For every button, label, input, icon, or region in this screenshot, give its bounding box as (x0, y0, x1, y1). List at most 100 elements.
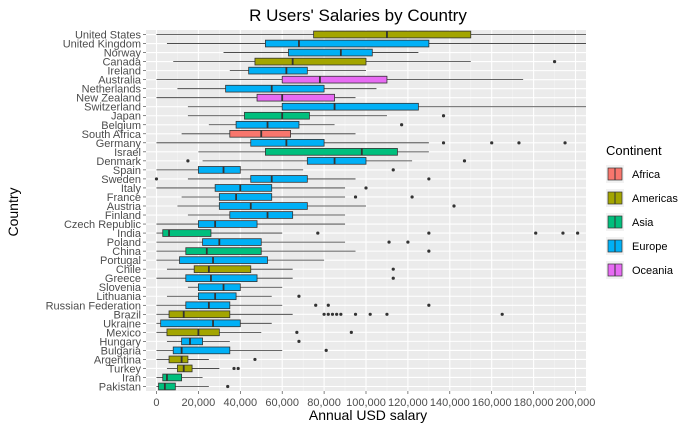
y-tick-label: Turkey (108, 363, 142, 375)
outlier-point (400, 123, 404, 127)
outlier-point (186, 159, 190, 163)
outlier-point (441, 114, 446, 118)
outlier-point (552, 59, 557, 64)
box-iqr (244, 111, 310, 120)
box-belgium (208, 120, 404, 129)
x-tick-label: 40,000 (223, 397, 257, 409)
y-tick-label: Italy (121, 183, 142, 195)
y-tick-label: Russian Federation (46, 300, 141, 312)
outlier-point (295, 330, 299, 334)
legend-label: Africa (632, 169, 661, 181)
box-portugal (156, 256, 325, 264)
x-tick-label: 180,000 (514, 397, 554, 409)
box-iqr (162, 373, 183, 382)
y-tick-label: Australia (98, 75, 142, 87)
box-iqr (225, 84, 325, 93)
outlier-point (427, 249, 431, 253)
x-tick-label: 120,000 (388, 397, 428, 409)
box-iqr (177, 364, 193, 373)
box-iqr (197, 220, 258, 228)
box-iqr (168, 310, 231, 319)
box-israel (198, 148, 429, 156)
box-iqr (218, 193, 273, 201)
x-tick-labels: 0 20,000 40,000 60,000 80,000 100,000 120,000 1… (153, 391, 595, 409)
x-tick-label: 200,000 (556, 397, 596, 409)
outlier-point (391, 267, 395, 271)
outlier-point (353, 312, 358, 316)
y-tick-label: Lithuania (96, 291, 142, 303)
y-tick-label: Hungary (99, 336, 141, 348)
box-iqr (250, 139, 325, 147)
box-iqr (179, 256, 268, 264)
outlier-point (368, 312, 372, 316)
y-tick-label: Slovenia (99, 282, 142, 294)
box-united-states (156, 30, 586, 39)
y-tick-label: Ukraine (103, 318, 141, 330)
y-tick-label: Austria (107, 201, 142, 213)
box-iqr (229, 211, 294, 219)
outlier-point (322, 312, 326, 316)
legend-label: Americas (632, 193, 678, 205)
box-iqr (193, 265, 252, 273)
box-iqr (281, 75, 388, 84)
y-tick-label: Portugal (100, 255, 141, 267)
box-ukraine (156, 319, 272, 328)
outlier-point (314, 303, 318, 307)
outlier-point (324, 348, 328, 352)
box-iqr (185, 274, 258, 282)
box-ireland (229, 66, 366, 75)
box-iqr (197, 283, 241, 291)
box-greece (156, 274, 395, 282)
box-iqr (185, 301, 231, 310)
outlier-point (330, 312, 335, 316)
box-germany (156, 139, 567, 147)
legend: Africa Americas Asia Europe Oceania (606, 165, 678, 279)
box-hungary (166, 337, 301, 346)
outlier-point (364, 186, 368, 190)
box-iqr (168, 355, 189, 364)
box-india (156, 229, 580, 237)
y-tick-label: Iran (122, 372, 141, 384)
outlier-point (326, 303, 330, 307)
y-tick-label: Pakistan (99, 381, 141, 393)
x-tick-label: 160,000 (472, 397, 512, 409)
box-iqr (256, 93, 335, 102)
outlier-point (385, 312, 389, 316)
x-tick-label: 80,000 (307, 397, 341, 409)
box-iqr (202, 238, 262, 246)
y-tick-label: Israel (114, 147, 141, 159)
box-iqr (248, 66, 308, 75)
box-iqr (158, 382, 176, 391)
outlier-point (326, 312, 330, 316)
legend-item-asia: Asia (606, 213, 654, 231)
box-czech-republic (156, 220, 346, 228)
outlier-point (576, 231, 580, 235)
box-iqr (181, 337, 203, 346)
y-tick-label: Czech Republic (64, 219, 142, 231)
box-iqr (265, 39, 430, 48)
outlier-point (427, 177, 431, 181)
box-iqr (281, 102, 419, 111)
box-japan (187, 111, 446, 120)
outlier-point (427, 231, 431, 235)
box-iqr (166, 328, 220, 337)
y-tick-label: Argentina (94, 354, 142, 366)
outlier-point (490, 141, 494, 145)
box-iqr (197, 292, 237, 301)
box-iqr (254, 57, 367, 66)
box-iqr (214, 184, 273, 192)
y-tick-label: United Kingdom (63, 39, 141, 51)
box-iqr (250, 175, 308, 183)
box-poland (156, 238, 410, 246)
box-norway (223, 48, 419, 57)
outlier-point (534, 231, 538, 235)
outlier-point (406, 240, 410, 244)
legend-item-americas: Americas (606, 189, 678, 207)
box-mexico (156, 328, 353, 337)
y-tick-label: Sweden (101, 174, 141, 186)
y-tick-label: Poland (107, 237, 141, 249)
y-tick-label: Chile (116, 264, 141, 276)
box-france (181, 193, 414, 201)
box-iqr (172, 346, 231, 355)
